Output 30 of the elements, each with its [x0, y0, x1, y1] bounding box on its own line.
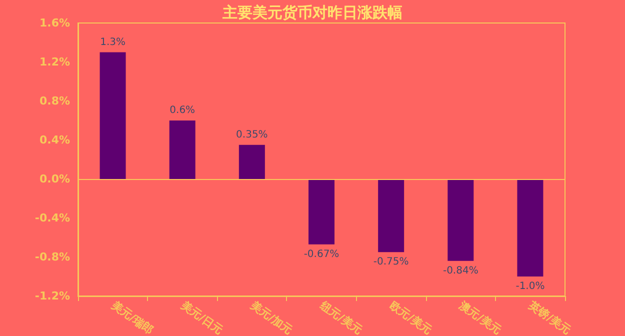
y-tick-label: 0.8%: [39, 94, 70, 108]
x-tick-label: 欧元/美元: [387, 298, 434, 336]
bar: [378, 179, 404, 252]
y-tick-label: 1.6%: [39, 16, 70, 30]
x-tick-label: 纽元/美元: [316, 298, 365, 336]
data-label: -0.84%: [442, 265, 478, 276]
x-tick-label: 澳元/美元: [456, 298, 504, 336]
data-label: 0.6%: [170, 105, 196, 116]
y-tick-label: 0.4%: [39, 134, 70, 146]
x-tick-label: 英镑/美元: [526, 298, 574, 336]
data-label: 1.3%: [100, 36, 126, 48]
x-tick-label: 美元/瑞郎: [108, 298, 156, 336]
data-label: -0.75%: [373, 256, 409, 268]
y-tick-label: 0.0%: [39, 172, 70, 186]
data-label: -0.67%: [304, 248, 340, 260]
data-label: 0.35%: [236, 129, 268, 140]
bar: [308, 179, 334, 244]
bar: [238, 144, 265, 179]
x-tick-label: 美元/加元: [247, 298, 295, 336]
y-tick-label: -0.8%: [34, 250, 70, 264]
y-tick-label: -0.4%: [34, 212, 70, 224]
y-tick-label: -1.2%: [34, 290, 70, 302]
y-tick-label: 1.2%: [39, 56, 70, 68]
x-tick-label: 美元/日元: [178, 298, 226, 336]
bar: [448, 179, 474, 261]
bar: [100, 52, 126, 179]
chart-title: 主要美元货币对昨日涨跌幅: [222, 4, 402, 22]
bar: [517, 179, 544, 276]
bar: [169, 120, 196, 179]
data-label: -1.0%: [516, 281, 545, 292]
